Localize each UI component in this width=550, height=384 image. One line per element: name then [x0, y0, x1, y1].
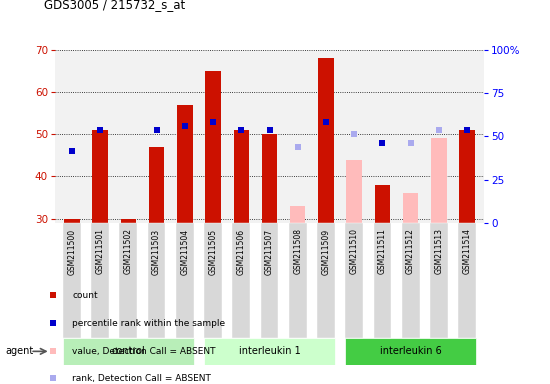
Text: rank, Detection Call = ABSENT: rank, Detection Call = ABSENT — [72, 374, 211, 382]
Bar — [63, 338, 194, 365]
Text: GSM211507: GSM211507 — [265, 228, 274, 275]
Bar — [430, 223, 448, 338]
Bar — [289, 223, 306, 338]
Bar — [345, 338, 476, 365]
Bar — [262, 134, 277, 223]
Bar — [177, 105, 192, 223]
Text: GSM211509: GSM211509 — [321, 228, 331, 275]
Bar — [120, 218, 136, 223]
Text: GSM211514: GSM211514 — [463, 228, 471, 275]
Text: agent: agent — [6, 346, 34, 356]
Text: GSM211506: GSM211506 — [237, 228, 246, 275]
Bar — [204, 338, 335, 365]
Text: GSM211503: GSM211503 — [152, 228, 161, 275]
Text: GSM211501: GSM211501 — [96, 228, 104, 275]
Bar — [403, 193, 419, 223]
Text: GSM211504: GSM211504 — [180, 228, 189, 275]
Bar — [233, 223, 250, 338]
Text: GSM211510: GSM211510 — [350, 228, 359, 275]
Text: GSM211505: GSM211505 — [208, 228, 218, 275]
Bar — [402, 223, 420, 338]
Text: GSM211508: GSM211508 — [293, 228, 302, 275]
Text: GSM211513: GSM211513 — [434, 228, 443, 275]
Bar — [91, 223, 109, 338]
Bar — [318, 58, 334, 223]
Text: value, Detection Call = ABSENT: value, Detection Call = ABSENT — [72, 347, 216, 356]
Bar — [431, 138, 447, 223]
Bar — [317, 223, 335, 338]
Bar — [92, 130, 108, 223]
Text: interleukin 1: interleukin 1 — [239, 346, 300, 356]
Text: GSM211502: GSM211502 — [124, 228, 133, 275]
Bar — [148, 223, 166, 338]
Bar — [375, 185, 390, 223]
Text: percentile rank within the sample: percentile rank within the sample — [72, 319, 225, 328]
Text: GSM211511: GSM211511 — [378, 228, 387, 274]
Bar — [149, 147, 164, 223]
Bar — [290, 206, 305, 223]
Bar — [459, 130, 475, 223]
Bar — [205, 71, 221, 223]
Bar — [458, 223, 476, 338]
Bar — [346, 159, 362, 223]
Text: interleukin 6: interleukin 6 — [379, 346, 442, 356]
Bar — [176, 223, 194, 338]
Text: control: control — [112, 346, 145, 356]
Bar — [64, 218, 80, 223]
Text: GDS3005 / 215732_s_at: GDS3005 / 215732_s_at — [44, 0, 185, 12]
Bar — [261, 223, 278, 338]
Bar — [345, 223, 363, 338]
Bar — [204, 223, 222, 338]
Bar — [373, 223, 391, 338]
Bar — [63, 223, 81, 338]
Text: count: count — [72, 291, 98, 300]
Text: GSM211500: GSM211500 — [68, 228, 76, 275]
Bar — [234, 130, 249, 223]
Text: GSM211512: GSM211512 — [406, 228, 415, 274]
Bar — [119, 223, 138, 338]
